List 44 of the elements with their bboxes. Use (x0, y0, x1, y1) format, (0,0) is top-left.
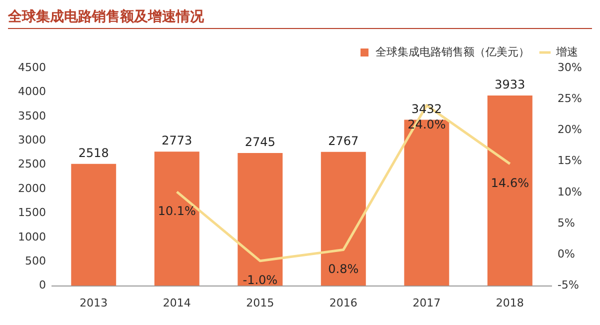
y-tick-label: 500 (24, 254, 46, 268)
x-tick-label: 2016 (329, 296, 358, 310)
y2-tick-label: 10% (558, 185, 582, 198)
y2-tick-label: 30% (558, 60, 582, 74)
y-tick-label: 4500 (18, 60, 46, 74)
x-tick-label: 2013 (80, 296, 108, 310)
data-label: 2518 (78, 146, 109, 160)
data-label: -1.0% (242, 273, 278, 288)
x-tick-label: 2014 (162, 296, 191, 310)
y-tick-label: 0 (38, 278, 46, 292)
y2-tick-label: 20% (558, 123, 582, 136)
y2-tick-label: 0% (558, 248, 576, 261)
y-tick-label: 3000 (18, 133, 46, 146)
bar (487, 95, 532, 286)
x-tick-label: 2017 (412, 296, 441, 310)
data-label: 2767 (328, 134, 359, 148)
y2-tick-label: 25% (558, 92, 582, 105)
data-label: 0.8% (328, 262, 359, 276)
y-tick-label: 3500 (18, 109, 46, 122)
bar (154, 152, 200, 286)
data-label: 14.6% (490, 176, 529, 190)
y-tick-label: 1500 (18, 206, 46, 220)
x-tick-label: 2015 (246, 296, 274, 310)
x-tick-label: 2018 (496, 296, 524, 310)
y-tick-label: 2000 (18, 182, 46, 195)
data-label: 3432 (411, 102, 442, 116)
y-tick-label: 1000 (18, 230, 46, 244)
bar (71, 164, 116, 286)
bar (238, 152, 283, 286)
legend-label: 增速 (555, 45, 578, 58)
data-label: 2773 (162, 134, 192, 148)
data-label: 24.0% (408, 117, 446, 132)
chart-title: 全球集成电路销售额及增速情况 (8, 8, 592, 29)
bar (404, 120, 450, 286)
y2-tick-label: 15% (558, 154, 582, 168)
y-tick-label: 4000 (18, 85, 46, 98)
data-label: 2745 (244, 135, 276, 150)
data-label: 10.1% (158, 204, 196, 218)
bar (320, 152, 366, 286)
data-label: 3933 (494, 78, 526, 92)
legend-label: 全球集成电路销售额（亿美元） (376, 45, 530, 58)
y2-tick-label: 5% (558, 216, 576, 230)
y-tick-label: 2500 (18, 158, 46, 171)
y2-tick-label: -5% (558, 278, 579, 292)
